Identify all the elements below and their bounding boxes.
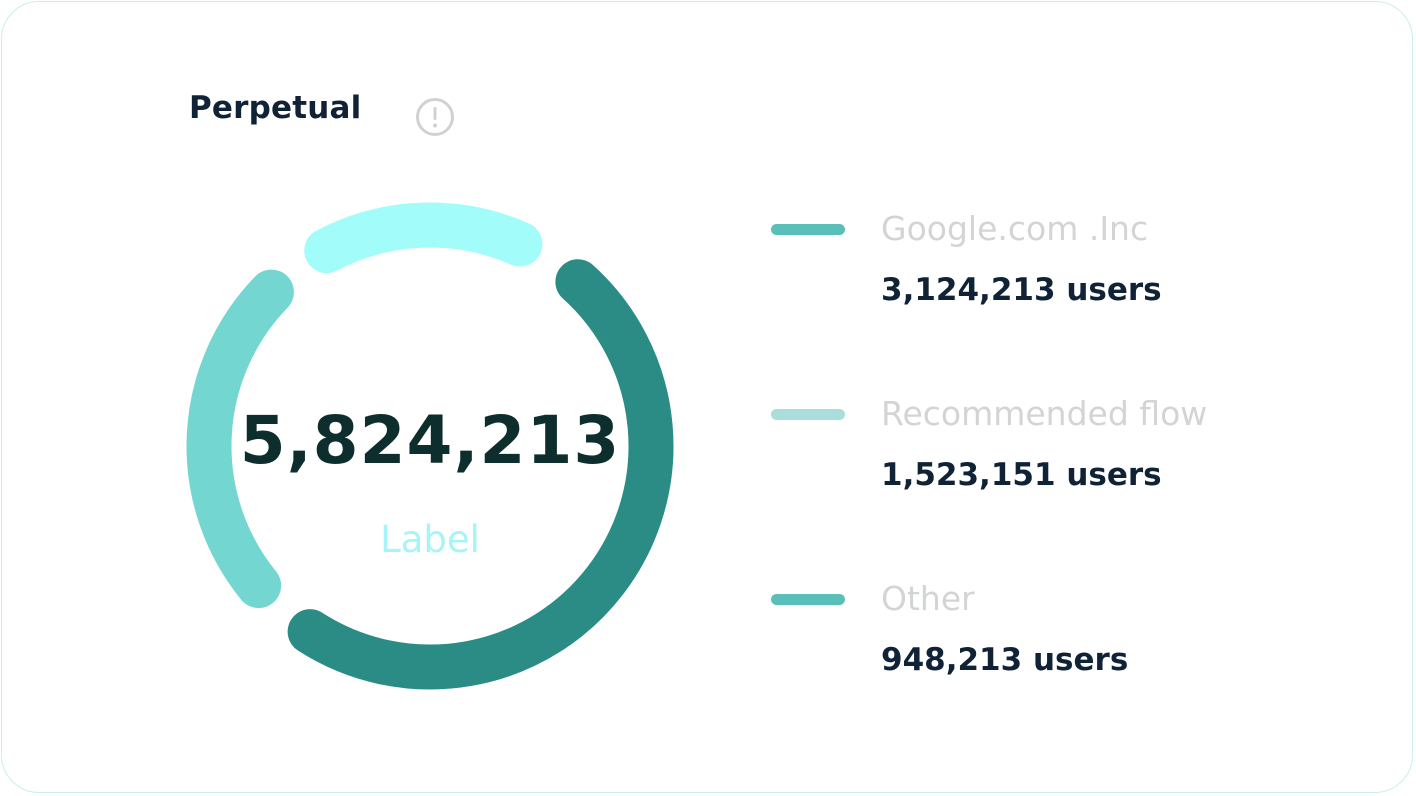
legend-value-other: 948,213 users	[881, 642, 1129, 678]
legend-name-google: Google.com .Inc	[881, 209, 1149, 248]
donut-total-value: 5,824,213	[239, 402, 621, 479]
legend-swatch-other	[771, 594, 845, 605]
exclamation-circle-icon[interactable]	[415, 97, 455, 137]
legend-name-recommended: Recommended flow	[881, 394, 1208, 433]
legend-value-recommended: 1,523,151 users	[881, 457, 1162, 493]
donut-segment-recommended[interactable]	[186, 269, 294, 609]
donut-center-label: Label	[380, 518, 480, 561]
donut-segment-google[interactable]	[287, 259, 674, 690]
donut-segment-other[interactable]	[304, 202, 543, 274]
legend-name-other: Other	[881, 579, 975, 618]
card-title: Perpetual	[189, 90, 362, 126]
legend-swatch-google	[771, 224, 845, 235]
legend-swatch-recommended	[771, 409, 845, 420]
legend-value-google: 3,124,213 users	[881, 272, 1162, 308]
